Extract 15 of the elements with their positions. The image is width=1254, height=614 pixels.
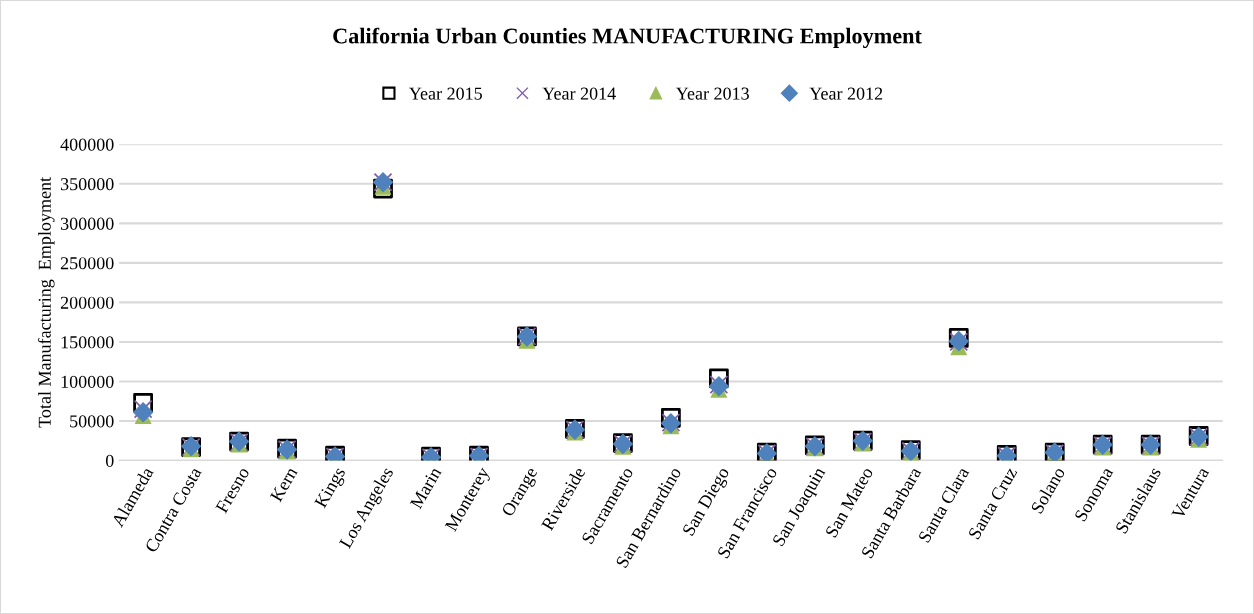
y-tick-label: 300000 bbox=[60, 217, 114, 230]
y-tick-label: 200000 bbox=[60, 296, 114, 309]
y-tick-label: 100000 bbox=[61, 375, 114, 388]
y-tick-label: 50000 bbox=[70, 415, 114, 428]
y-tick-label: 250000 bbox=[60, 257, 114, 270]
y-tick-label: 150000 bbox=[61, 336, 114, 349]
y-tick-label: 400000 bbox=[60, 138, 114, 151]
legend-label: Year 2014 bbox=[542, 87, 616, 100]
y-tick-label: 0 bbox=[105, 454, 114, 467]
y-tick-label: 350000 bbox=[60, 178, 114, 191]
legend-label: Year 2015 bbox=[408, 87, 482, 100]
legend-label: Year 2013 bbox=[675, 87, 749, 100]
chart-title: California Urban Counties MANUFACTURING Employment bbox=[333, 27, 922, 49]
y-axis-title: Total Manufacturing Employment bbox=[37, 177, 55, 428]
legend-label: Year 2012 bbox=[809, 87, 883, 100]
